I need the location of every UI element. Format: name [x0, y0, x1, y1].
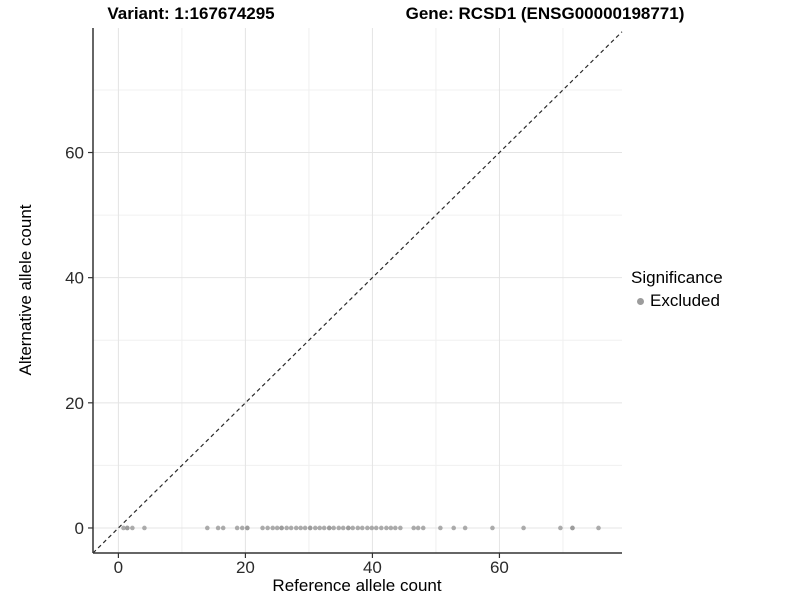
- data-point: [521, 525, 526, 531]
- data-point: [379, 525, 384, 531]
- data-point: [220, 525, 226, 531]
- data-point: [420, 525, 426, 531]
- data-point: [340, 525, 346, 531]
- x-tick-label: 40: [363, 558, 382, 577]
- x-tick-label: 20: [236, 558, 255, 577]
- y-tick-label: 40: [65, 269, 84, 288]
- data-point: [365, 525, 370, 531]
- data-point: [331, 525, 336, 531]
- legend-item: Excluded: [631, 291, 723, 311]
- y-tick-label: 60: [65, 144, 84, 163]
- data-point: [234, 525, 240, 531]
- data-point: [302, 525, 308, 531]
- data-point: [321, 525, 327, 531]
- data-point-overlap: [570, 525, 575, 531]
- data-point: [359, 525, 365, 531]
- data-point: [312, 525, 318, 531]
- data-point: [558, 525, 563, 531]
- data-point: [298, 525, 303, 531]
- data-point: [355, 525, 361, 531]
- data-point: [392, 525, 398, 531]
- legend-item-label: Excluded: [650, 291, 720, 310]
- data-point: [462, 525, 468, 531]
- data-point: [369, 525, 375, 531]
- data-point: [438, 525, 443, 531]
- y-tick-label: 20: [65, 394, 84, 413]
- data-point: [398, 525, 403, 531]
- data-point: [274, 525, 280, 531]
- data-point: [411, 525, 417, 531]
- data-point-overlap: [279, 525, 284, 531]
- data-point-overlap: [307, 525, 313, 531]
- identity-line: [92, 31, 623, 554]
- data-point: [284, 525, 289, 531]
- gene-title: Gene: RCSD1 (ENSG00000198771): [405, 4, 685, 23]
- data-point: [384, 525, 389, 531]
- data-point: [142, 525, 147, 531]
- data-point: [205, 525, 210, 531]
- data-point: [415, 525, 421, 531]
- x-tick-label: 60: [490, 558, 509, 577]
- data-point: [293, 525, 299, 531]
- legend-point-icon: [637, 297, 644, 305]
- x-tick-label: 0: [114, 558, 123, 577]
- data-point: [451, 525, 457, 531]
- data-point: [373, 525, 379, 531]
- data-point: [350, 525, 356, 531]
- y-tick-label: 0: [75, 519, 84, 538]
- x-axis-title: Reference allele count: [272, 576, 442, 595]
- data-point-overlap: [345, 525, 351, 531]
- legend: Significance Excluded: [631, 268, 723, 311]
- data-point: [215, 525, 221, 531]
- legend-title: Significance: [631, 268, 723, 287]
- data-point: [130, 525, 135, 531]
- data-point: [388, 525, 394, 531]
- data-point-overlap: [245, 525, 250, 531]
- data-point: [265, 525, 270, 531]
- data-point: [288, 525, 294, 531]
- data-point: [596, 525, 601, 531]
- data-point: [317, 525, 323, 531]
- data-point: [270, 525, 276, 531]
- data-point: [239, 525, 245, 531]
- variant-title: Variant: 1:167674295: [107, 4, 275, 23]
- data-point: [260, 525, 265, 531]
- data-point-overlap: [124, 525, 130, 531]
- data-point: [121, 525, 126, 531]
- data-point-overlap: [326, 525, 332, 531]
- data-point: [336, 525, 342, 531]
- data-point: [490, 525, 495, 531]
